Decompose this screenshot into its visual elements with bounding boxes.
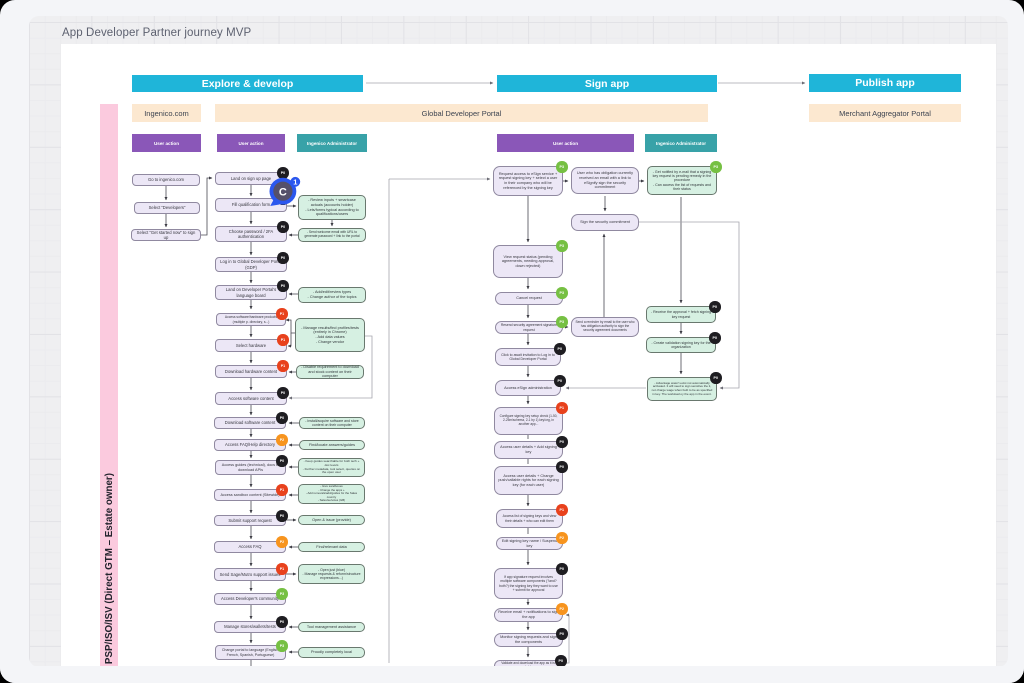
- svg-text:1: 1: [293, 177, 297, 186]
- svg-text:C: C: [279, 186, 287, 198]
